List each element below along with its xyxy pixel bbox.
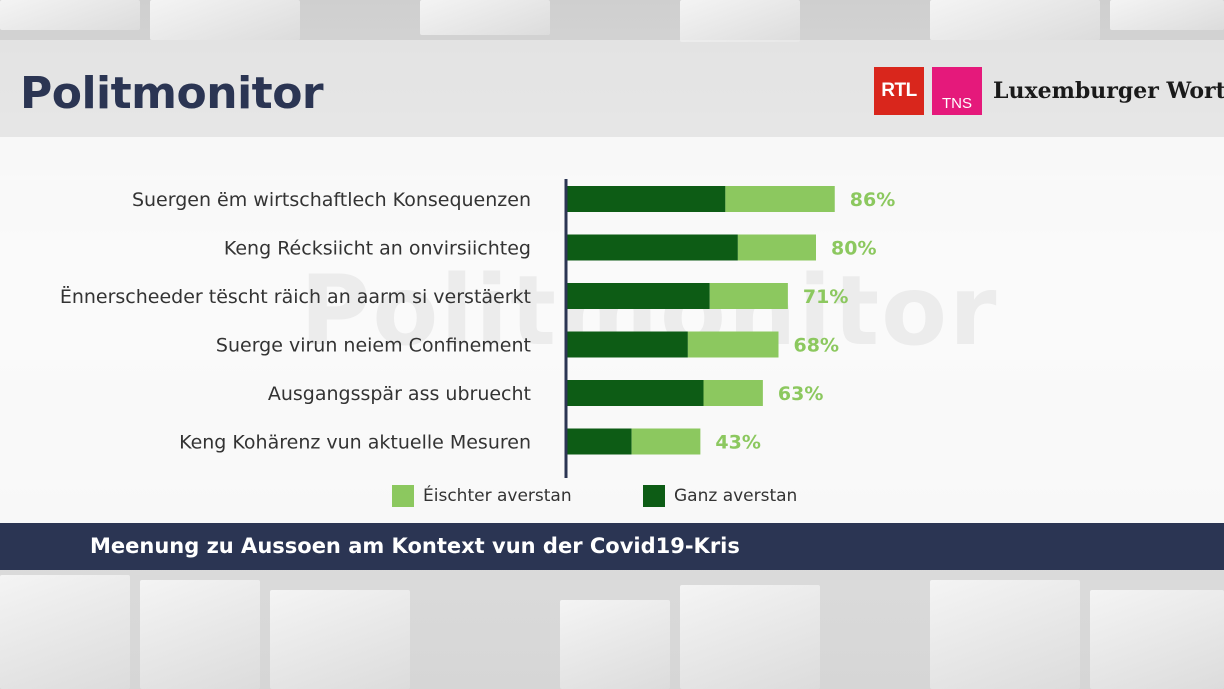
bar-segment-ganz	[566, 186, 726, 212]
legend-item-eischter: Éischter averstan	[392, 484, 572, 508]
rtl-logo: RTL	[874, 67, 924, 115]
bar-segment-eischter	[687, 331, 779, 358]
bar-segment-ganz	[566, 234, 738, 261]
bar-segment-eischter	[709, 283, 788, 309]
category-label: Suerge virun neiem Confinement	[216, 335, 531, 357]
footer-caption: Meenung zu Aussoen am Kontext vun der Co…	[90, 534, 740, 558]
legend-swatch-eischter	[392, 485, 414, 507]
page-title: Politmonitor	[20, 68, 324, 119]
luxemburger-wort-logo: Luxemburger Wort	[993, 78, 1224, 104]
category-label: Keng Récksiicht an onvirsiichteg	[224, 238, 531, 260]
category-label: Ënnerscheeder tëscht räich an aarm si ve…	[60, 285, 531, 308]
value-label: 68%	[794, 335, 839, 357]
value-label: 43%	[715, 432, 760, 454]
bar-segment-ganz	[566, 283, 710, 309]
legend-item-ganz: Ganz averstan	[643, 484, 797, 508]
bar-segment-ganz	[566, 380, 704, 406]
tns-logo: TNS	[932, 67, 982, 115]
category-label: Keng Kohärenz vun aktuelle Mesuren	[179, 432, 531, 454]
value-label: 80%	[831, 238, 876, 260]
bar-segment-ganz	[566, 428, 632, 455]
category-label: Suergen ëm wirtschaftlech Konsequenzen	[132, 189, 531, 211]
category-label: Ausgangsspär ass ubruecht	[268, 383, 531, 405]
bar-segment-eischter	[725, 186, 835, 212]
value-label: 63%	[778, 383, 823, 405]
legend-label-ganz: Ganz averstan	[674, 486, 798, 506]
bar-segment-eischter	[631, 428, 701, 455]
bar-segment-ganz	[566, 331, 688, 358]
header-bar	[0, 40, 1224, 137]
legend-label-eischter: Éischter averstan	[423, 486, 572, 506]
value-label: 71%	[803, 286, 848, 308]
bar-segment-eischter	[737, 234, 816, 261]
bar-segment-eischter	[703, 380, 763, 406]
stacked-bar-chart: Suergen ëm wirtschaftlech Konsequenzen 86…	[60, 179, 895, 478]
legend-swatch-ganz	[643, 485, 665, 507]
footer-bar	[0, 523, 1224, 570]
value-label: 86%	[850, 189, 895, 211]
